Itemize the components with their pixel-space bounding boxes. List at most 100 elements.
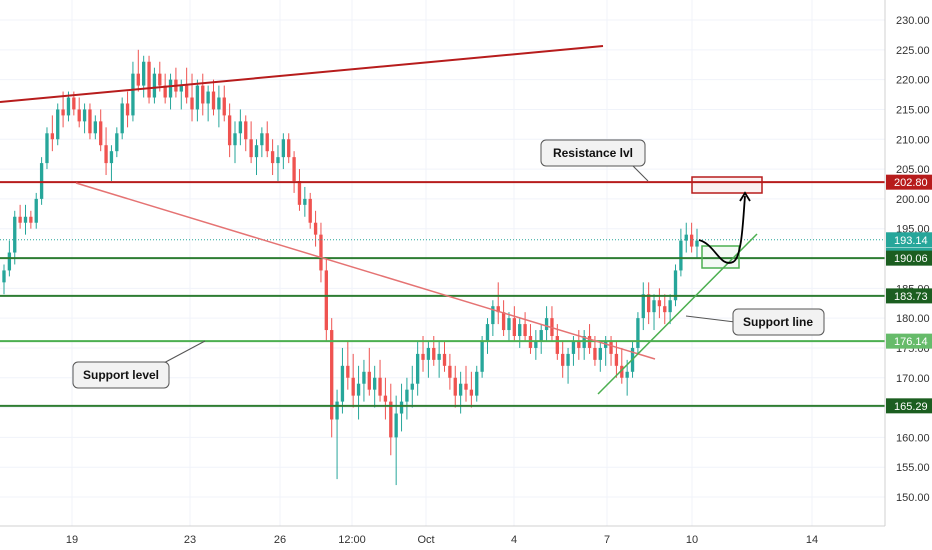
candle-body: [641, 294, 645, 319]
retest-support-box[interactable]: [701, 245, 740, 269]
support-line-callout-pointer: [685, 315, 736, 323]
candle-body: [394, 413, 398, 438]
upper-resistance-trendline[interactable]: [0, 45, 604, 103]
candle-body: [405, 389, 409, 402]
candle-body: [362, 371, 366, 384]
candle-body: [147, 61, 151, 98]
candle-body: [663, 306, 667, 313]
candle-body: [168, 79, 173, 98]
candle-body: [142, 61, 146, 86]
candle-body: [453, 377, 457, 396]
y-tick-label: 220.00: [896, 75, 930, 87]
candle-body: [72, 97, 76, 110]
support-tag-190-label: 190.06: [894, 253, 928, 265]
candle-body: [184, 85, 189, 98]
x-tick-label: 26: [274, 534, 286, 546]
descending-trendline[interactable]: [75, 182, 656, 360]
support-line-callout-label: Support line: [743, 315, 813, 329]
candle-body: [7, 252, 12, 271]
candle-body: [82, 109, 87, 122]
support-tag-176: [886, 333, 932, 349]
x-tick-label: 23: [184, 534, 196, 546]
candle-body: [679, 240, 683, 271]
y-tick-label: 225.00: [896, 45, 930, 57]
ascending-support-trendline[interactable]: [597, 233, 758, 395]
x-tick-label: 7: [604, 534, 610, 546]
support-level-callout-label: Support level: [83, 368, 159, 382]
candle-body: [227, 115, 232, 146]
candle-body: [303, 198, 307, 205]
candle-body: [13, 216, 17, 253]
support-tag-165: [886, 398, 932, 414]
candle-body: [625, 371, 629, 378]
candle-body: [442, 353, 447, 366]
candle-body: [437, 353, 441, 360]
x-tick-label: 4: [511, 534, 517, 546]
support-line-callout[interactable]: Support line: [685, 308, 825, 336]
candle-body: [378, 377, 382, 396]
candle-body: [399, 401, 404, 414]
y-tick-label: 215.00: [896, 104, 930, 116]
support-tag-165-label: 165.29: [894, 401, 928, 413]
candle-body: [125, 103, 130, 116]
y-tick-label: 205.00: [896, 164, 930, 176]
resistance-tag-label: 202.80: [894, 177, 928, 189]
candle-body: [34, 198, 38, 223]
x-axis[interactable]: 19 23 26 12:00 Oct 4 7 10 14: [66, 534, 818, 546]
candle-body: [421, 353, 425, 360]
candle-body: [179, 85, 183, 92]
y-tick-label: 170.00: [896, 373, 930, 385]
candle-body: [244, 121, 248, 140]
candle-body: [292, 157, 296, 181]
candle-body: [287, 139, 291, 158]
candle-body: [195, 85, 200, 110]
candle-body: [496, 306, 500, 313]
candle-body: [23, 216, 28, 223]
candle-body: [238, 121, 243, 134]
candle-body: [136, 73, 140, 86]
y-tick-label: 180.00: [896, 313, 930, 325]
target-resistance-box[interactable]: [691, 176, 763, 194]
candle-body: [448, 365, 452, 378]
candle-body: [485, 324, 490, 342]
candle-body: [464, 383, 468, 390]
candle-body: [523, 324, 527, 337]
x-tick-label: 12:00: [338, 534, 366, 546]
candle-body: [265, 133, 269, 152]
candle-body: [330, 330, 334, 420]
price-tags: 202.80193.1419:15190.06183.73176.14165.2…: [886, 174, 932, 414]
candle-body: [410, 383, 414, 390]
x-tick-label: 19: [66, 534, 78, 546]
candle-body: [571, 341, 576, 354]
candle-body: [346, 365, 350, 378]
candle-body: [93, 121, 97, 134]
candle-body: [260, 133, 264, 146]
candle-body: [99, 121, 103, 146]
candle-body: [109, 151, 114, 164]
candle-body: [636, 318, 640, 348]
candle-body: [254, 145, 259, 158]
candle-body: [163, 85, 167, 98]
candle-body: [480, 341, 484, 372]
candle-body: [297, 180, 302, 205]
candle-body: [566, 353, 570, 366]
support-level-callout-box: [72, 361, 170, 389]
candle-body: [501, 312, 506, 331]
resistance-callout[interactable]: Resistance lvl: [540, 139, 649, 182]
candle-body: [88, 109, 92, 134]
candle-body: [201, 85, 205, 104]
support-tag-190: [886, 250, 932, 266]
candle-body: [335, 401, 339, 420]
candle-body: [367, 371, 371, 390]
candle-body: [577, 341, 581, 348]
candle-body: [270, 151, 275, 164]
candle-body: [66, 97, 71, 116]
candle-body: [475, 371, 479, 396]
support-level-callout[interactable]: Support level: [72, 340, 206, 389]
candle-body: [340, 365, 345, 402]
candle-body: [276, 157, 280, 164]
candle-body: [313, 222, 318, 235]
candle-body: [534, 341, 538, 348]
resistance-callout-box: [540, 139, 646, 167]
